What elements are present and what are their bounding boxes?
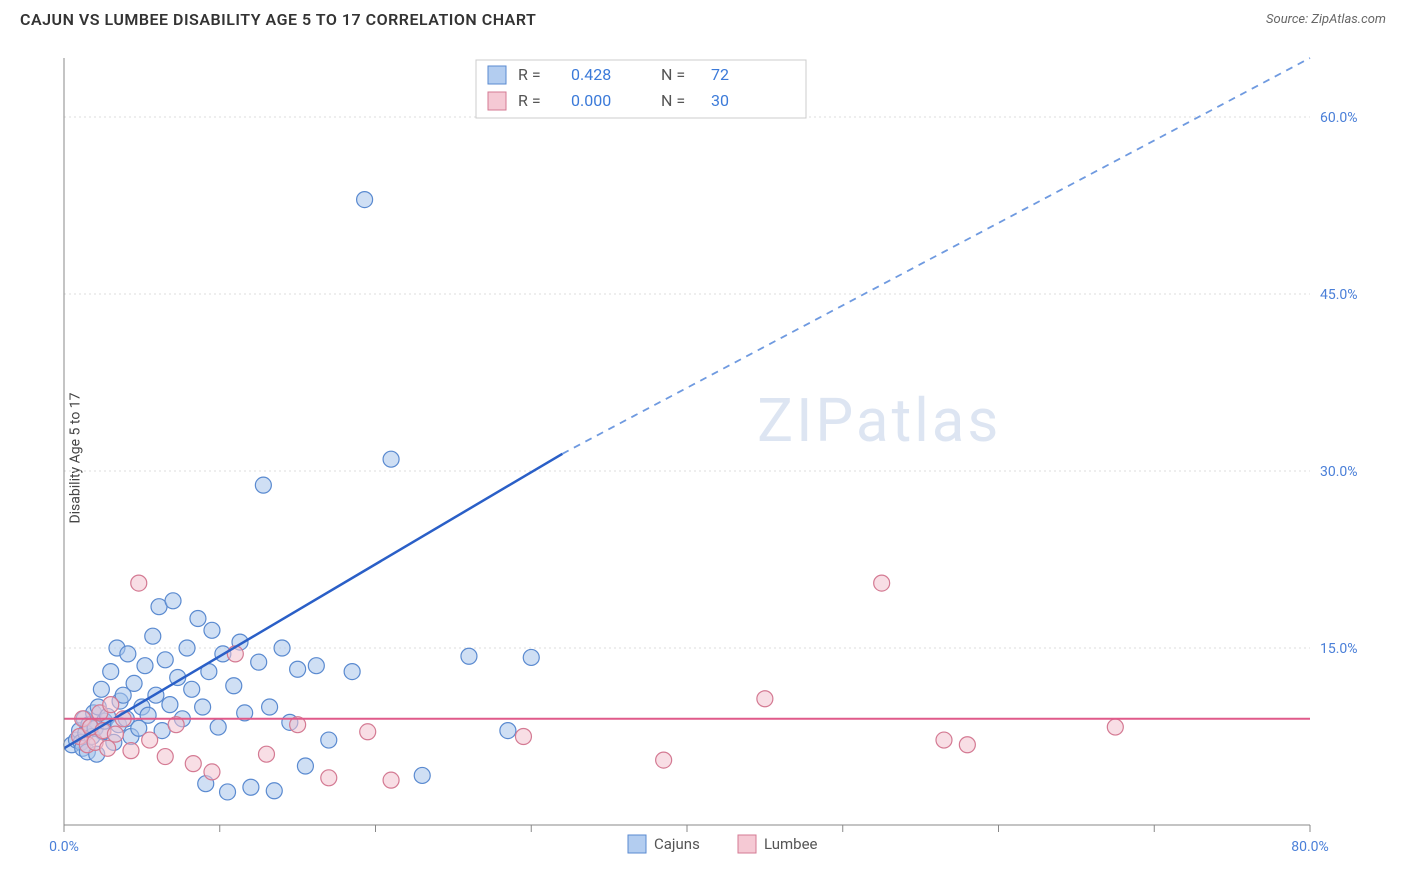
data-point-lumbee — [142, 732, 158, 748]
data-point-cajuns — [461, 648, 477, 664]
chart-title: CAJUN VS LUMBEE DISABILITY AGE 5 TO 17 C… — [20, 10, 536, 29]
data-point-cajuns — [93, 681, 109, 697]
legend-n-label: N = — [661, 91, 685, 110]
data-point-cajuns — [243, 779, 259, 795]
data-point-cajuns — [321, 732, 337, 748]
legend-r-value: 0.000 — [571, 91, 611, 110]
data-point-cajuns — [126, 675, 142, 691]
data-point-cajuns — [414, 767, 430, 783]
data-point-lumbee — [258, 746, 274, 762]
data-point-cajuns — [262, 699, 278, 715]
data-point-lumbee — [515, 729, 531, 745]
data-point-cajuns — [255, 477, 271, 493]
y-tick-label: 30.0% — [1320, 464, 1358, 480]
data-point-cajuns — [140, 707, 156, 723]
chart-container: Disability Age 5 to 17 15.0%30.0%45.0%60… — [16, 40, 1390, 875]
data-point-cajuns — [357, 192, 373, 208]
data-point-cajuns — [226, 678, 242, 694]
legend-n-label: N = — [661, 65, 685, 84]
x-tick-label: 0.0% — [49, 839, 79, 855]
data-point-cajuns — [210, 719, 226, 735]
data-point-lumbee — [360, 724, 376, 740]
data-point-lumbee — [185, 756, 201, 772]
source-attribution: Source: ZipAtlas.com — [1266, 12, 1386, 27]
data-point-cajuns — [251, 654, 267, 670]
legend-swatch — [488, 66, 506, 84]
data-point-cajuns — [145, 628, 161, 644]
data-point-cajuns — [103, 664, 119, 680]
legend-r-label: R = — [518, 65, 541, 84]
legend-swatch — [488, 92, 506, 110]
data-point-lumbee — [204, 764, 220, 780]
scatter-plot: 15.0% 30.0% 45.0% 60.0% ZIPatlas 0.0% 80.0% R =… — [46, 40, 1390, 875]
legend-swatch-cajuns — [628, 835, 646, 853]
data-point-lumbee — [757, 691, 773, 707]
data-point-cajuns — [184, 681, 200, 697]
data-point-cajuns — [157, 652, 173, 668]
data-point-lumbee — [656, 752, 672, 768]
legend-swatch-lumbee — [738, 835, 756, 853]
legend-label-lumbee: Lumbee — [764, 835, 818, 853]
data-point-cajuns — [344, 664, 360, 680]
data-point-cajuns — [220, 784, 236, 800]
data-point-cajuns — [120, 646, 136, 662]
data-point-lumbee — [1107, 719, 1123, 735]
data-point-cajuns — [165, 593, 181, 609]
watermark: ZIPatlas — [757, 385, 1001, 456]
data-point-cajuns — [190, 611, 206, 627]
legend-label-cajuns: Cajuns — [654, 835, 700, 853]
trend-line-cajuns — [64, 454, 562, 749]
legend-n-value: 72 — [711, 65, 729, 84]
data-point-cajuns — [274, 640, 290, 656]
data-point-lumbee — [107, 726, 123, 742]
y-tick-label: 45.0% — [1320, 287, 1358, 303]
data-point-cajuns — [204, 622, 220, 638]
data-point-cajuns — [308, 658, 324, 674]
data-point-cajuns — [383, 451, 399, 467]
data-point-cajuns — [523, 649, 539, 665]
legend-n-value: 30 — [711, 91, 729, 110]
data-point-cajuns — [162, 697, 178, 713]
data-point-cajuns — [500, 723, 516, 739]
data-point-cajuns — [297, 758, 313, 774]
data-point-lumbee — [103, 697, 119, 713]
y-tick-label: 60.0% — [1320, 110, 1358, 126]
data-point-cajuns — [290, 661, 306, 677]
legend-r-value: 0.428 — [571, 65, 611, 84]
data-point-lumbee — [959, 737, 975, 753]
data-point-lumbee — [157, 749, 173, 765]
data-point-cajuns — [179, 640, 195, 656]
y-tick-label: 15.0% — [1320, 641, 1358, 657]
data-point-cajuns — [195, 699, 211, 715]
data-point-lumbee — [321, 770, 337, 786]
data-point-lumbee — [936, 732, 952, 748]
data-point-cajuns — [266, 783, 282, 799]
data-point-lumbee — [100, 740, 116, 756]
data-point-cajuns — [137, 658, 153, 674]
x-tick-label: 80.0% — [1291, 839, 1329, 855]
legend-r-label: R = — [518, 91, 541, 110]
data-point-lumbee — [131, 575, 147, 591]
data-point-lumbee — [874, 575, 890, 591]
data-point-lumbee — [383, 772, 399, 788]
data-point-lumbee — [123, 743, 139, 759]
